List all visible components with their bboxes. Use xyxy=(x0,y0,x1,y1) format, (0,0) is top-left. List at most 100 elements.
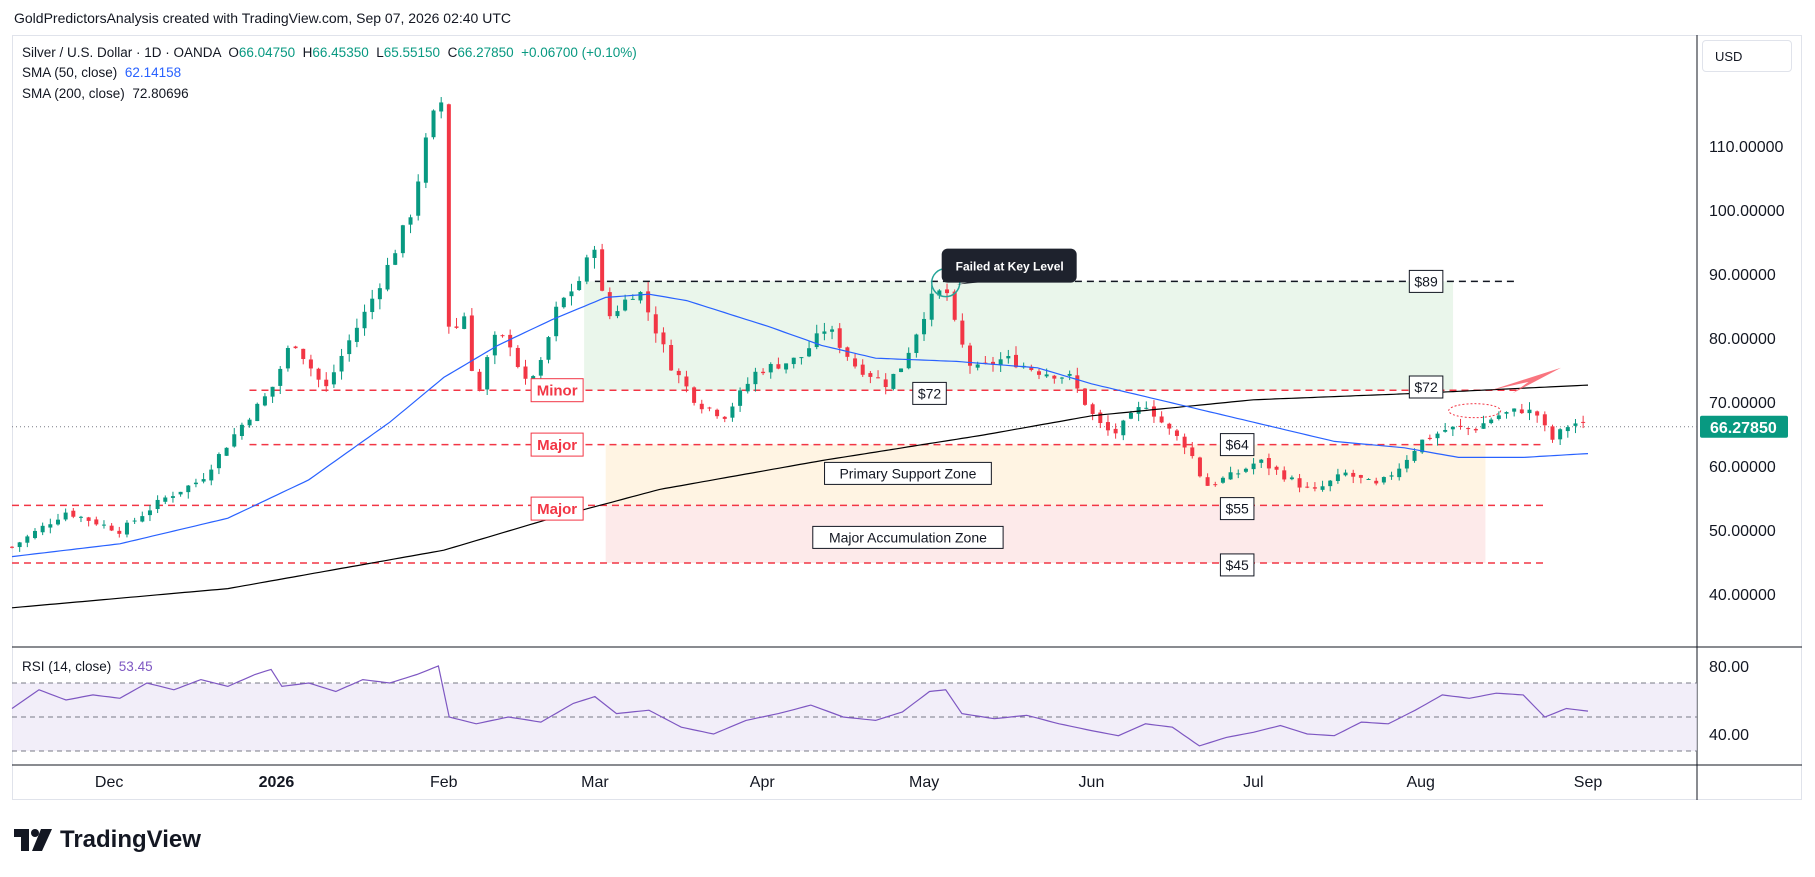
candle-body xyxy=(63,512,68,520)
candle-body xyxy=(216,454,221,469)
annotation-box-0 xyxy=(530,378,584,403)
price-tick-label: 50.00000 xyxy=(1709,523,1776,540)
candle-body xyxy=(1366,478,1371,480)
candle-body xyxy=(1458,425,1463,428)
candle-body xyxy=(753,371,758,385)
legend-sma50-label: SMA (50, close) xyxy=(22,65,118,80)
candle-body xyxy=(991,361,996,365)
annotation-box-3 xyxy=(912,381,947,405)
candle-body xyxy=(1435,433,1440,439)
candle-body xyxy=(853,358,858,367)
candle-body xyxy=(1312,487,1317,489)
legend-sma50-value: 62.14158 xyxy=(124,65,182,80)
candle-body xyxy=(1358,475,1363,478)
candle-body xyxy=(201,479,206,482)
candle-body xyxy=(1297,478,1302,488)
candle-body xyxy=(1013,354,1018,368)
time-tick-label: May xyxy=(909,774,939,791)
candle-body xyxy=(791,357,796,365)
candle-body xyxy=(1266,458,1271,469)
candle-body xyxy=(94,519,99,525)
candle-body xyxy=(377,288,382,300)
candle-body xyxy=(814,333,819,348)
legend-sma200-row[interactable]: SMA (200, close) 72.80696 xyxy=(22,86,189,101)
candle-body xyxy=(1335,474,1340,482)
candle-body xyxy=(1450,426,1455,430)
candle-body xyxy=(71,510,76,517)
candle-body xyxy=(78,516,83,518)
candle-body xyxy=(592,249,597,258)
candle-body xyxy=(1389,475,1394,477)
candle-body xyxy=(1550,426,1555,440)
candle-body xyxy=(224,447,229,456)
legend-sma50-row[interactable]: SMA (50, close) 62.14158 xyxy=(22,65,181,80)
candle-body xyxy=(40,525,45,533)
time-tick-label: Aug xyxy=(1406,774,1434,791)
candle-body xyxy=(485,357,490,390)
candle-body xyxy=(308,359,313,369)
candle-body xyxy=(262,396,267,406)
candle-body xyxy=(860,364,865,375)
candle-body xyxy=(937,290,942,296)
candle-body xyxy=(193,482,198,485)
candle-body xyxy=(109,525,114,531)
candle-body xyxy=(370,298,375,313)
candle-body xyxy=(531,376,536,379)
time-tick-label: Mar xyxy=(581,774,609,791)
annotation-text-3: $72 xyxy=(918,385,942,401)
candle-body xyxy=(1320,486,1325,490)
candle-body xyxy=(1565,427,1570,432)
candle-body xyxy=(1581,421,1586,423)
annotation-box-2 xyxy=(530,496,584,521)
legend-symbol-row: Silver / U.S. Dollar · 1D · OANDA O66.04… xyxy=(22,45,637,60)
price-tick-label: 60.00000 xyxy=(1709,459,1776,476)
candle-body xyxy=(653,314,658,334)
candle-body xyxy=(1044,374,1049,377)
callout-pointer xyxy=(956,280,997,285)
candle-body xyxy=(906,352,911,369)
candle-body xyxy=(492,334,497,356)
candle-body xyxy=(799,357,804,359)
legend-rsi-value: 53.45 xyxy=(118,659,153,674)
candle-body xyxy=(1274,466,1279,470)
legend-rsi-row[interactable]: RSI (14, close) 53.45 xyxy=(22,659,153,674)
tradingview-logo[interactable]: TradingView xyxy=(14,826,201,854)
candle-body xyxy=(101,524,106,526)
candle-body xyxy=(331,372,336,385)
legend-symbol[interactable]: Silver / U.S. Dollar · 1D · OANDA xyxy=(22,45,221,60)
candle-body xyxy=(1412,450,1417,461)
legend-open: 66.04750 xyxy=(238,45,296,60)
time-tick-label: Sep xyxy=(1574,774,1603,791)
candle-body xyxy=(1481,423,1486,429)
annotation-box-7 xyxy=(1408,269,1444,293)
candle-body xyxy=(707,407,712,409)
candle-body xyxy=(546,337,551,360)
price-tick-label: 100.00000 xyxy=(1709,203,1785,220)
candle-body xyxy=(1236,473,1241,475)
top-highlight-ellipse xyxy=(1448,403,1502,419)
candle-body xyxy=(1542,414,1547,426)
candle-body xyxy=(1282,470,1287,480)
candle-body xyxy=(623,299,628,311)
candle-body xyxy=(1006,356,1011,359)
candle-body xyxy=(1197,457,1202,477)
candle-body xyxy=(1029,366,1034,370)
candle-body xyxy=(1427,437,1432,440)
last-price-tag xyxy=(1700,415,1788,438)
candle-body xyxy=(1036,371,1041,375)
currency-selector[interactable]: USD xyxy=(1702,40,1792,72)
candle-body xyxy=(55,519,60,525)
candle-body xyxy=(1504,412,1509,414)
candle-body xyxy=(837,328,842,348)
candle-body xyxy=(1136,407,1141,414)
candle-body xyxy=(1535,411,1540,416)
annotation-box-5 xyxy=(1219,497,1255,521)
candle-body xyxy=(830,329,835,332)
candle-body xyxy=(1243,468,1248,472)
candle-body xyxy=(354,327,359,342)
candle-body xyxy=(730,406,735,418)
candle-body xyxy=(1305,486,1310,488)
candle-body xyxy=(1067,373,1072,376)
candle-body xyxy=(117,530,122,534)
